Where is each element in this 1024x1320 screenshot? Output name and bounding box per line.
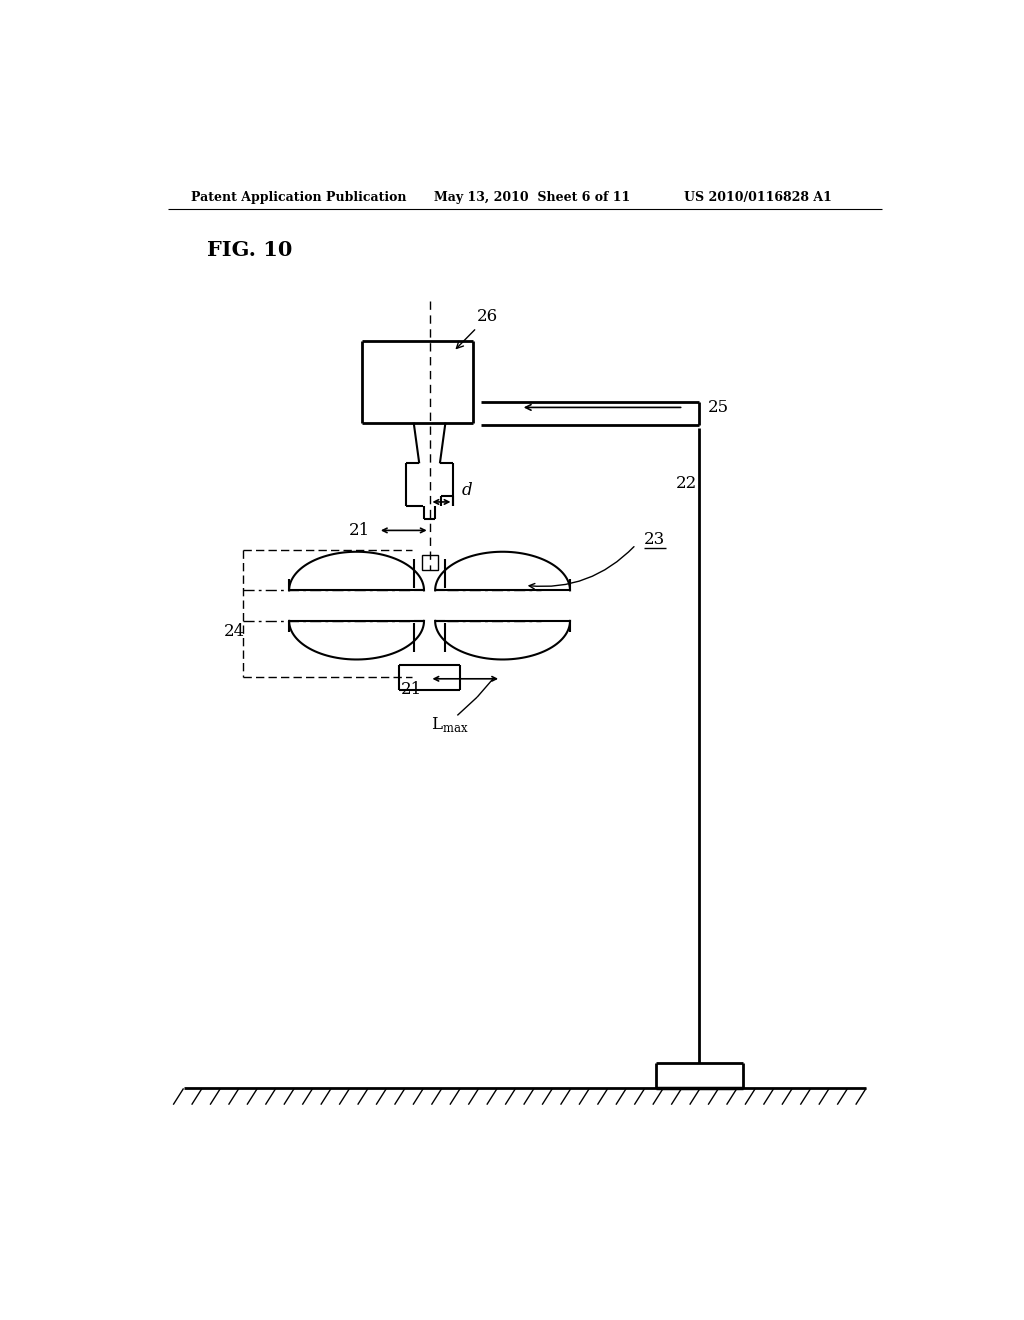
Text: L$_{\mathregular{max}}$: L$_{\mathregular{max}}$ <box>431 715 469 734</box>
Text: 25: 25 <box>708 399 728 416</box>
Text: 21: 21 <box>400 681 422 698</box>
Text: 22: 22 <box>676 475 697 492</box>
Text: 24: 24 <box>224 623 246 639</box>
Text: US 2010/0116828 A1: US 2010/0116828 A1 <box>684 190 831 203</box>
Bar <box>422 554 437 570</box>
Text: May 13, 2010  Sheet 6 of 11: May 13, 2010 Sheet 6 of 11 <box>433 190 630 203</box>
Text: d: d <box>462 482 472 499</box>
Text: Patent Application Publication: Patent Application Publication <box>191 190 407 203</box>
Text: 26: 26 <box>457 308 499 348</box>
Text: FIG. 10: FIG. 10 <box>207 240 293 260</box>
Text: 23: 23 <box>644 531 666 548</box>
Text: 21: 21 <box>349 521 370 539</box>
